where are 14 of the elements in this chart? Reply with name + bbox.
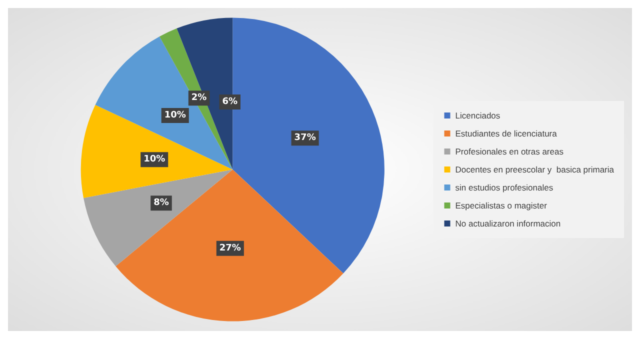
data-label: 2% bbox=[191, 93, 207, 104]
legend-label: Estudiantes de licenciatura bbox=[455, 128, 558, 138]
data-label: 10% bbox=[144, 154, 166, 165]
legend-label: No actualizaron informacion bbox=[455, 218, 561, 228]
legend-label: Licenciados bbox=[455, 110, 500, 120]
data-label: 37% bbox=[294, 133, 316, 144]
data-label: 6% bbox=[222, 96, 238, 107]
data-label: 10% bbox=[164, 110, 186, 120]
legend-label: Docentes en preescolar y basica primaria bbox=[455, 164, 614, 174]
legend-label: sin estudios profesionales bbox=[455, 182, 554, 192]
data-label: 8% bbox=[154, 198, 169, 208]
legend-label: Especialistas o magister bbox=[455, 200, 548, 210]
data-label: 27% bbox=[219, 243, 241, 254]
legend-label: Profesionales en otras areas bbox=[455, 146, 564, 156]
